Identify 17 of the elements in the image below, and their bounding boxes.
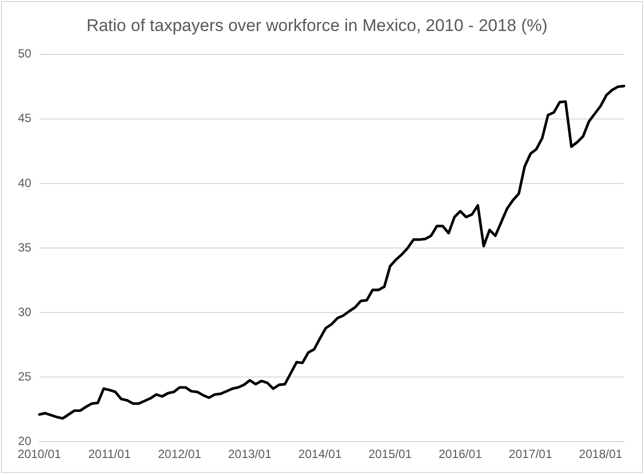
x-tick-label: 2012/01 [158, 447, 202, 462]
y-tick-label: 30 [18, 304, 32, 319]
y-tick-label: 50 [18, 46, 32, 61]
y-tick-label: 20 [18, 434, 32, 448]
x-tick-label: 2016/01 [438, 447, 482, 462]
y-tick-label: 25 [18, 369, 32, 384]
y-tick-label: 35 [18, 240, 32, 254]
x-tick-label: 2018/01 [578, 447, 623, 462]
x-tick-label: 2015/01 [368, 447, 412, 462]
chart-title: Ratio of taxpayers over workforce in Mexico, 2010 - 2018 (%) [86, 16, 548, 35]
x-tick-label: 2010/01 [18, 447, 62, 462]
y-tick-label: 40 [18, 176, 32, 190]
x-tick-label: 2014/01 [298, 447, 342, 462]
y-tick-label: 45 [18, 111, 32, 126]
x-tick-label: 2013/01 [228, 447, 272, 462]
x-tick-label: 2011/01 [88, 447, 132, 462]
x-tick-label: 2017/01 [508, 447, 552, 462]
